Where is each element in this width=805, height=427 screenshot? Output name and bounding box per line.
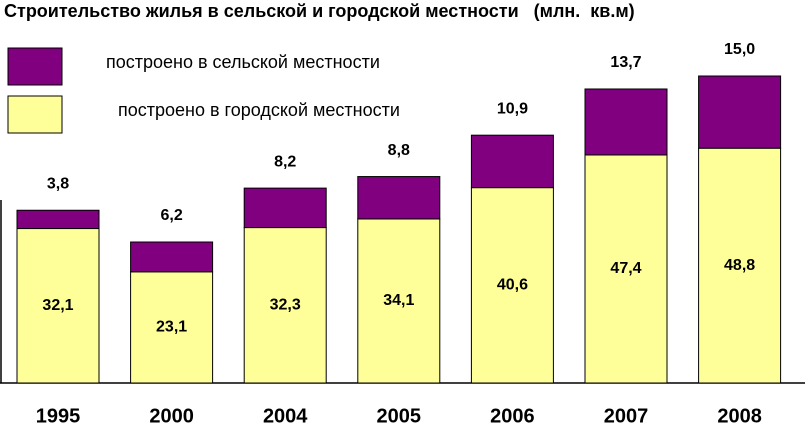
data-label: 40,6 — [497, 277, 528, 294]
legend-label: построено в сельской местности — [106, 52, 380, 72]
data-label: 32,1 — [42, 297, 73, 314]
x-tick-label: 2000 — [149, 405, 194, 427]
x-tick-label: 2008 — [717, 405, 762, 427]
bar-segment — [16, 228, 100, 384]
data-label: 23,1 — [156, 319, 187, 336]
x-tick-label: 2006 — [490, 405, 535, 427]
data-label: 47,4 — [610, 260, 641, 277]
bar-segment — [243, 227, 327, 384]
legend-swatch — [7, 95, 63, 134]
legend-swatch — [7, 47, 63, 86]
data-label: 15,0 — [724, 41, 755, 58]
x-tick-label: 2005 — [377, 405, 422, 427]
bar-segment — [357, 176, 441, 220]
x-tick-label: 1995 — [36, 405, 81, 427]
data-label: 34,1 — [383, 292, 414, 309]
bar-segment — [698, 147, 782, 384]
data-label: 8,2 — [274, 153, 296, 170]
data-label: 10,9 — [497, 100, 528, 117]
bar-segment — [16, 209, 100, 230]
bar-segment — [130, 241, 214, 273]
data-label: 48,8 — [724, 257, 755, 274]
bar-segment — [470, 187, 554, 384]
data-label: 32,3 — [270, 297, 301, 314]
legend-label: построено в городской местности — [118, 100, 400, 120]
x-tick-label: 2004 — [263, 405, 308, 427]
chart-title: Строительство жилья в сельской и городск… — [4, 1, 635, 21]
bar-segment — [584, 88, 668, 156]
data-label: 13,7 — [610, 54, 641, 71]
bar-segment — [357, 218, 441, 384]
data-label: 6,2 — [160, 207, 182, 224]
bar-segment — [470, 134, 554, 189]
data-label: 3,8 — [47, 175, 69, 192]
bar-segment — [698, 75, 782, 149]
bar-segment — [243, 187, 327, 229]
data-label: 8,8 — [388, 142, 410, 159]
x-tick-label: 2007 — [604, 405, 649, 427]
bar-segment — [584, 154, 668, 384]
